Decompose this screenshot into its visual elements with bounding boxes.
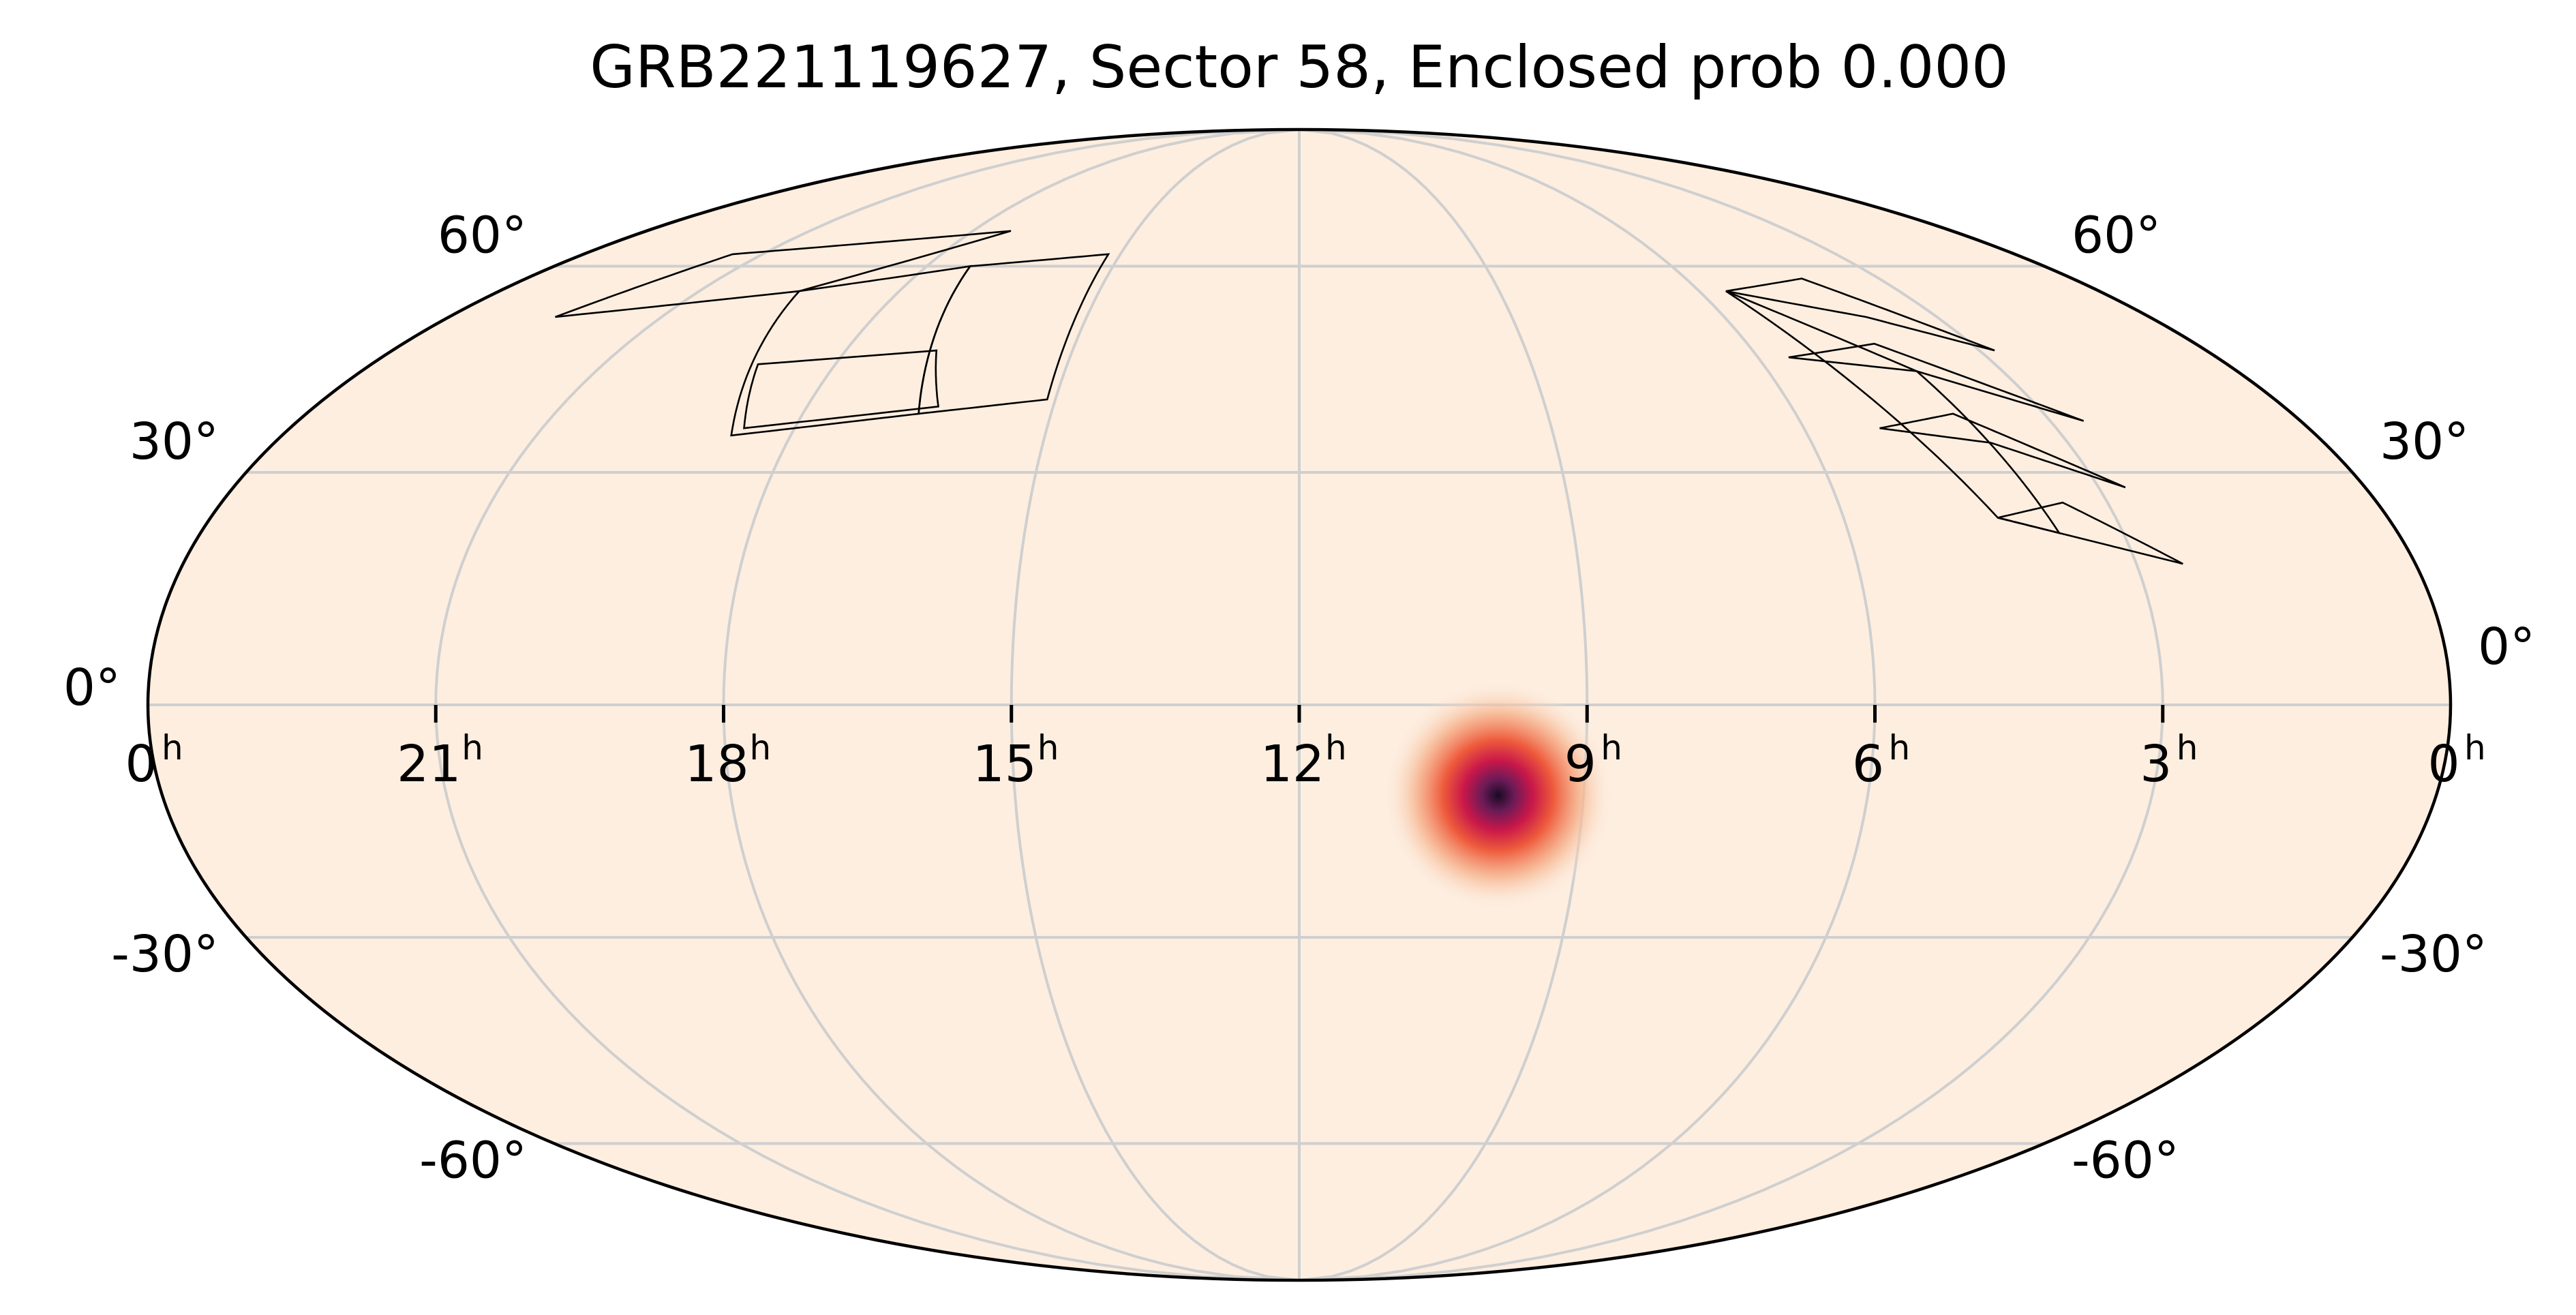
- footprint-ccd-patch-left-lower: [743, 349, 939, 429]
- probability-layer: [1382, 680, 1613, 911]
- ra-tick-label: 18: [684, 735, 748, 793]
- ra-tick-label: 0: [125, 735, 157, 793]
- sky-border: [146, 127, 2453, 1282]
- ra-tick-unit: h: [1601, 728, 1622, 768]
- ra-tick-label: 9: [1564, 735, 1596, 793]
- dec-tick-label-left: 60°: [438, 207, 527, 265]
- footprint-ccd-patch-right-col: [1725, 290, 2061, 534]
- dec-tick-label-right: -60°: [2072, 1131, 2179, 1190]
- chart-title: GRB221119627, Sector 58, Enclosed prob 0…: [590, 33, 2009, 102]
- ra-tick-label: 6: [1852, 735, 1884, 793]
- dec-tick-label-right: 60°: [2072, 207, 2161, 265]
- dec-tick-label-left: 0°: [63, 659, 121, 717]
- dec-tick-label-left: -60°: [419, 1131, 527, 1190]
- ra-tick-unit: h: [1889, 728, 1911, 768]
- dec-tick-label-right: -30°: [2380, 925, 2487, 984]
- ra-tick-label: 0: [2427, 735, 2459, 793]
- ra-tick-unit: h: [750, 728, 772, 768]
- ra-tick-label: 3: [2140, 735, 2172, 793]
- dec-ticks: 60° 60° 30° 30° 0° 0° -30° -30° -60° -60°: [63, 207, 2535, 1190]
- footprint-ccd-patch-left-top: [555, 230, 1012, 318]
- dec-tick-label-right: 30°: [2380, 412, 2469, 471]
- ra-tick-unit: h: [1037, 728, 1059, 768]
- ra-tick-label: 21: [397, 735, 461, 793]
- dec-tick-label-left: -30°: [111, 925, 219, 984]
- ra-tick-unit: h: [2464, 728, 2486, 768]
- footprint-ccd-patch-right-row3: [1879, 412, 2126, 489]
- footprint-ccd-patch-left-mid: [918, 253, 1110, 415]
- dec-tick-label-left: 30°: [130, 412, 219, 471]
- dec-tick-label-right: 0°: [2478, 618, 2535, 676]
- ra-ticks: 0 h 21 h 18 h 15 h 12 h 9 h 6 h 3 h 0 h: [125, 705, 2486, 793]
- probability-peak: [1382, 680, 1613, 911]
- ra-tick-unit: h: [461, 728, 483, 768]
- ra-tick-unit: h: [1325, 728, 1347, 768]
- footprint-ccd-patch-right-row2: [1788, 342, 2085, 422]
- footprint-ccd-patch-right-top: [1725, 277, 1995, 352]
- tess-footprints: [555, 230, 2183, 565]
- ra-tick-label: 12: [1260, 735, 1324, 793]
- ra-tick-unit: h: [162, 728, 183, 768]
- ra-tick-unit: h: [2177, 728, 2198, 768]
- ra-tick-label: 15: [973, 735, 1037, 793]
